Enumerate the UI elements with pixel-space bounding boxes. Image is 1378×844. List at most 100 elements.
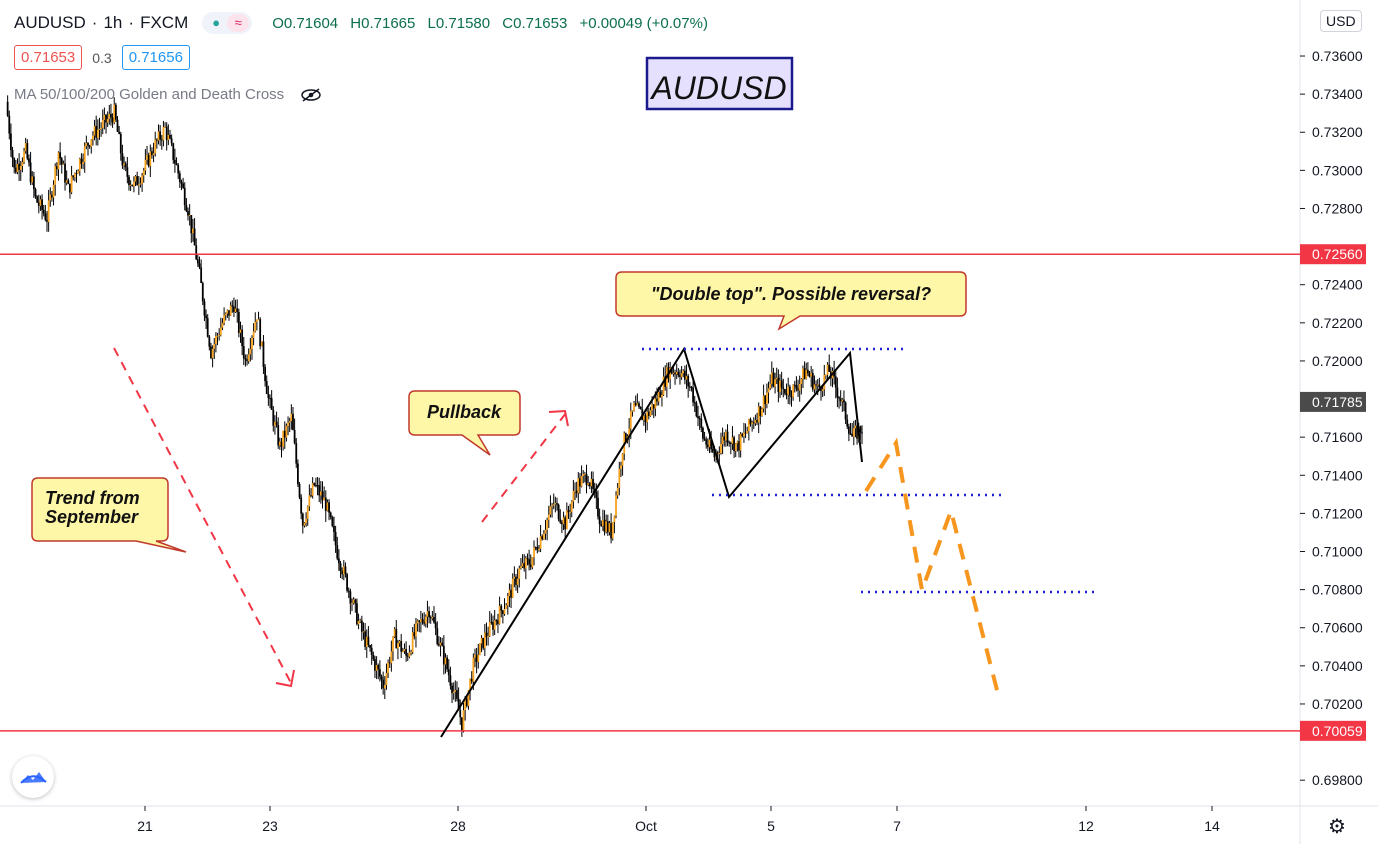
- candle-body: [785, 393, 788, 396]
- candle-body: [70, 175, 73, 193]
- candle-body: [526, 558, 529, 560]
- candle-body: [318, 485, 321, 496]
- candle-body: [203, 301, 206, 316]
- candle-body: [257, 319, 260, 321]
- buy-button[interactable]: 0.71656: [121, 45, 190, 70]
- status-pill[interactable]: ● ≈: [202, 12, 253, 34]
- candle-body: [615, 495, 617, 516]
- candle-body: [603, 519, 606, 532]
- price-tick-label: 0.71200: [1312, 505, 1363, 521]
- candle-body: [547, 514, 550, 520]
- candle-body: [206, 318, 209, 337]
- candle-body: [113, 104, 116, 123]
- candle-body: [36, 196, 39, 203]
- candle-body: [788, 386, 791, 396]
- candle-body: [6, 101, 9, 116]
- candle-body: [779, 380, 781, 392]
- candle-body: [272, 409, 275, 426]
- candle-body: [128, 176, 130, 186]
- time-tick-label: 5: [767, 818, 775, 834]
- candle-body: [487, 635, 490, 638]
- candle-body: [729, 442, 732, 444]
- candle-body: [433, 616, 435, 623]
- candle-body: [457, 698, 460, 711]
- currency-button[interactable]: USD: [1320, 10, 1362, 32]
- time-axis[interactable]: 21 23 28 Oct 5 7 12 14: [137, 806, 1220, 834]
- candle-body: [826, 364, 829, 375]
- candle-body: [838, 397, 840, 399]
- candle-body: [323, 497, 326, 501]
- candle-body: [105, 114, 107, 123]
- candle-body: [536, 547, 539, 551]
- candle-body: [713, 451, 716, 458]
- candle-body: [634, 403, 637, 406]
- candle-body: [144, 159, 147, 171]
- candle-body: [26, 142, 29, 159]
- candle-body: [285, 425, 288, 438]
- candle-body: [490, 621, 493, 623]
- candle-body: [792, 384, 795, 398]
- price-axis[interactable]: 0.73600 0.73400 0.73200 0.73000 0.72800 0.724…: [1300, 48, 1363, 788]
- candle-body: [436, 628, 439, 644]
- candle-body: [767, 388, 770, 393]
- candle-body: [403, 649, 406, 652]
- spread-value: 0.3: [92, 49, 112, 66]
- candle-body: [100, 127, 103, 129]
- settings-gear-icon[interactable]: ⚙: [1328, 816, 1346, 838]
- tradingview-logo-icon[interactable]: [12, 756, 54, 798]
- candle-body: [288, 421, 291, 423]
- candle-body: [485, 632, 488, 638]
- candle-body: [429, 617, 432, 619]
- candle-body: [234, 308, 237, 313]
- candle-body: [444, 657, 447, 665]
- interval[interactable]: 1h: [103, 13, 123, 32]
- symbol-name[interactable]: AUDUSD: [14, 13, 86, 32]
- candle-body: [311, 483, 314, 496]
- candle-body: [769, 383, 772, 389]
- candle-body: [411, 632, 414, 653]
- candle-body: [218, 335, 221, 337]
- candle-body: [303, 523, 306, 526]
- candle-body: [87, 142, 89, 146]
- candle-body: [562, 517, 565, 525]
- candle-body: [46, 219, 48, 222]
- candle-body: [8, 115, 11, 134]
- candle-body: [813, 384, 816, 390]
- candle-body: [618, 468, 621, 488]
- candle-body: [32, 176, 35, 190]
- candle-body: [152, 153, 155, 156]
- candle-body: [644, 415, 647, 423]
- candle-body: [98, 128, 101, 130]
- candle-body: [567, 510, 570, 513]
- price-tick-label: 0.72200: [1312, 315, 1363, 331]
- candle-body: [110, 113, 112, 118]
- candle-body: [262, 341, 265, 367]
- candle-body: [119, 133, 122, 154]
- candle-body: [752, 422, 755, 424]
- sell-button[interactable]: 0.71653: [14, 45, 83, 70]
- hidden-eye-icon[interactable]: [300, 86, 322, 103]
- replay-icon[interactable]: ≈: [227, 14, 250, 32]
- candle-body: [724, 431, 727, 441]
- candle-body: [534, 547, 537, 549]
- candle-body: [772, 372, 775, 387]
- candle-body: [695, 402, 698, 417]
- candle-body: [816, 384, 819, 386]
- candle-body: [800, 378, 803, 385]
- candle-body: [477, 654, 480, 662]
- candle-body: [770, 372, 773, 384]
- candle-body: [193, 228, 196, 246]
- candle-body: [310, 495, 312, 497]
- pullback-arrow: [481, 412, 567, 523]
- candle-body: [631, 410, 634, 412]
- candle-body: [802, 368, 804, 379]
- candle-body: [382, 679, 385, 689]
- candle-body: [451, 685, 453, 694]
- trend-callout: Trend from September: [31, 477, 187, 553]
- candle-body: [649, 410, 652, 416]
- candle-body: [452, 691, 455, 694]
- indicator-legend[interactable]: MA 50/100/200 Golden and Death Cross: [14, 86, 322, 103]
- candle-body: [508, 589, 511, 597]
- candle-body: [606, 521, 609, 533]
